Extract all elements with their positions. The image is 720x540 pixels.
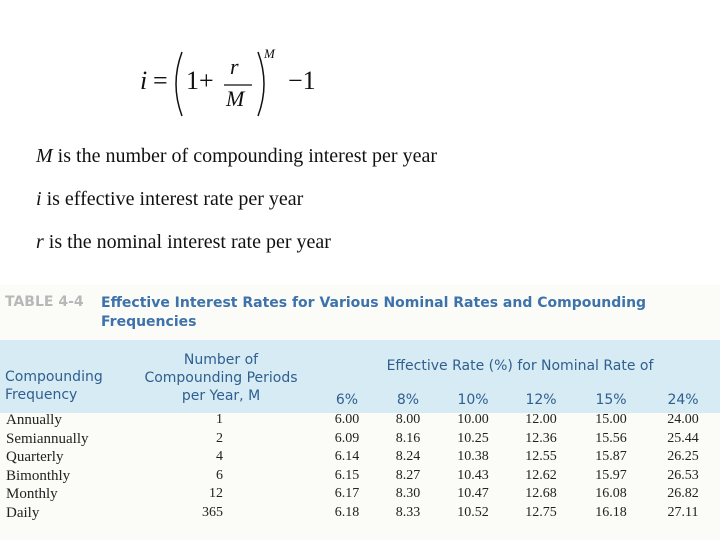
row-periods: 1 [216, 412, 223, 427]
rate-value: 8.24 [395, 449, 421, 465]
rate-value: 15.87 [595, 449, 627, 465]
rate-value: 26.53 [667, 467, 699, 483]
row-frequency: Bimonthly [6, 467, 71, 484]
definition-line: r is the nominal interest rate per year [36, 231, 331, 254]
formula-denominator: M [226, 86, 245, 111]
row-periods: 4 [216, 449, 223, 465]
rate-value: 10.25 [457, 430, 489, 446]
rate-header: 8% [396, 392, 420, 408]
rate-value: 6.14 [334, 449, 360, 465]
rate-value: 12.55 [525, 449, 557, 465]
rate-value: 8.16 [395, 430, 421, 446]
rate-value: 8.27 [395, 467, 421, 483]
rate-value: 16.08 [595, 486, 627, 502]
rate-value: 15.97 [595, 467, 627, 483]
table: TABLE 4-4 Effective Interest Rates for V… [0, 285, 720, 540]
parentheses [175, 51, 265, 117]
definition-line: i is effective interest rate per year [36, 188, 303, 211]
rate-value: 15.00 [595, 412, 627, 427]
row-frequency: Monthly [6, 486, 58, 503]
definition-line: M is the number of compounding interest … [36, 145, 437, 168]
row-periods: 12 [209, 486, 223, 502]
row-frequency: Daily [6, 505, 40, 521]
rate-header: 10% [457, 392, 489, 408]
col-group: Effective Rate (%) for Nominal Rate of [386, 358, 654, 374]
rate-value: 12.36 [525, 430, 557, 446]
rate-header: 12% [525, 392, 557, 408]
definition-symbol: M [36, 145, 53, 167]
rate-value: 10.00 [457, 412, 489, 427]
definition-text: is effective interest rate per year [41, 188, 304, 210]
rate-value: 10.52 [457, 505, 489, 520]
col-periods: Number of Compounding Periods per Year, … [144, 352, 298, 404]
formula-one-plus: 1+ [186, 66, 214, 95]
row-periods: 365 [202, 505, 223, 520]
rate-value: 10.43 [457, 467, 489, 483]
rate-value: 16.18 [595, 505, 627, 520]
rate-value: 15.56 [595, 430, 627, 446]
row-periods: 2 [216, 430, 223, 446]
rate-value: 8.30 [395, 486, 421, 502]
rate-value: 6.15 [334, 467, 360, 483]
formula-eq: = [153, 66, 168, 95]
row-frequency: Semiannually [6, 430, 89, 447]
rate-value: 26.82 [667, 486, 699, 502]
row-periods: 6 [216, 467, 223, 483]
rate-value: 8.33 [395, 505, 421, 520]
rate-header: 6% [335, 392, 359, 408]
definition-symbol: r [36, 231, 44, 253]
definition-symbol: i [36, 188, 42, 210]
rate-value: 27.11 [667, 505, 699, 520]
col-frequency: Compounding Frequency [5, 369, 103, 403]
formula-lhs: i [140, 66, 148, 95]
row-frequency: Annually [6, 412, 62, 428]
definition-text: is the nominal interest rate per year [43, 231, 331, 253]
rate-value: 12.62 [525, 467, 557, 483]
table-label: TABLE 4-4 [5, 294, 84, 310]
rate-value: 6.17 [334, 486, 360, 502]
header-band [0, 340, 720, 413]
rate-value: 26.25 [667, 449, 699, 465]
row-frequency: Quarterly [6, 449, 64, 466]
rate-value: 25.44 [667, 430, 699, 446]
rate-value: 6.09 [334, 430, 360, 446]
rate-value: 24.00 [667, 412, 699, 427]
rate-value: 12.00 [525, 412, 557, 427]
rate-value: 6.18 [334, 505, 360, 520]
formula-exponent: M [264, 46, 275, 61]
definition-text: is the number of compounding interest pe… [52, 145, 438, 167]
rate-value: 8.00 [395, 412, 421, 427]
table-caption: Effective Interest Rates for Various Nom… [101, 295, 647, 330]
rate-value: 12.75 [525, 505, 557, 520]
rate-value: 10.38 [457, 449, 489, 465]
formula-numerator: r [230, 54, 239, 79]
formula-minus-one: −1 [288, 66, 316, 95]
rate-value: 12.68 [525, 486, 557, 502]
rate-header: 15% [595, 392, 627, 408]
rate-value: 10.47 [457, 486, 489, 502]
rate-value: 6.00 [334, 412, 360, 427]
rate-header: 24% [667, 392, 699, 408]
